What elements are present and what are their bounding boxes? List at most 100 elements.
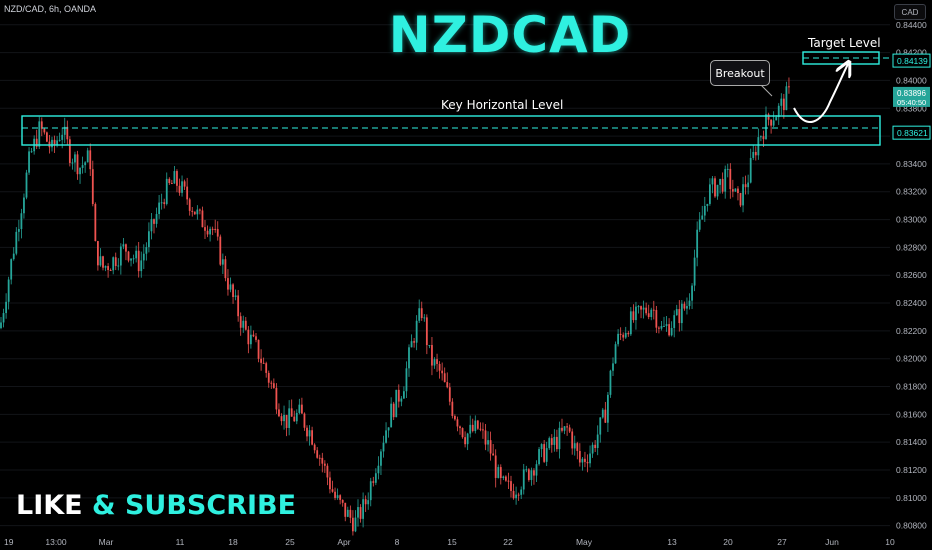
candle-body xyxy=(502,476,505,479)
x-tick-label: Jun xyxy=(825,537,839,547)
y-tick-label: 0.83400 xyxy=(896,159,927,169)
candle-body xyxy=(216,229,219,237)
candle-body xyxy=(413,341,415,343)
candle-body xyxy=(359,507,362,519)
candle-body xyxy=(785,86,788,111)
candle-body xyxy=(655,310,658,328)
candle-body xyxy=(372,481,375,483)
candle-body xyxy=(441,370,444,374)
breakout-callout: Breakout xyxy=(710,60,770,86)
candle-body xyxy=(747,182,750,188)
candle-body xyxy=(68,139,71,163)
key-level-price-tag xyxy=(892,125,931,140)
candle-body xyxy=(629,311,632,335)
candle-body xyxy=(471,424,474,432)
candle-body xyxy=(627,332,630,335)
candle-body xyxy=(721,178,724,192)
candle-body xyxy=(431,345,433,366)
candle-body xyxy=(0,322,2,329)
candle-body xyxy=(428,345,431,347)
candle-body xyxy=(461,428,464,438)
candle-body xyxy=(242,320,245,328)
candle-body xyxy=(410,341,413,348)
y-tick-label: 0.84000 xyxy=(896,75,927,85)
candle-body xyxy=(377,465,380,474)
like-subscribe-banner: LIKE & SUBSCRIBE xyxy=(16,490,296,521)
candle-body xyxy=(484,430,487,445)
y-tick-label: 0.82800 xyxy=(896,242,927,252)
candle-body xyxy=(323,463,326,466)
candle-body xyxy=(494,455,497,478)
candle-body xyxy=(777,105,780,118)
candle-body xyxy=(214,228,217,230)
candle-body xyxy=(688,300,691,307)
candle-body xyxy=(114,257,117,266)
x-tick-label: 27 xyxy=(777,537,787,547)
candle-body xyxy=(525,469,528,471)
candle-body xyxy=(341,499,344,503)
x-tick-label: 13 xyxy=(667,537,677,547)
price-axis: 0.844000.842000.840000.838000.836000.834… xyxy=(896,20,927,531)
candle-body xyxy=(515,494,517,499)
candle-body xyxy=(163,202,166,204)
candle-body xyxy=(204,227,206,231)
x-tick-label: 13:00 xyxy=(45,537,67,547)
candle-body xyxy=(390,403,393,428)
candle-body xyxy=(696,229,699,258)
candle-body xyxy=(196,209,199,215)
x-tick-label: 22 xyxy=(503,537,513,547)
current-price-tag xyxy=(893,86,930,107)
candle-body xyxy=(23,197,25,214)
candle-body xyxy=(601,409,604,418)
candle-body xyxy=(663,325,665,327)
candle-body xyxy=(252,334,255,337)
candle-body xyxy=(770,119,772,126)
candle-body xyxy=(99,256,102,266)
x-tick-label: 19 xyxy=(4,537,14,547)
y-tick-label: 0.83200 xyxy=(896,187,927,197)
candle-body xyxy=(757,137,760,156)
candle-body xyxy=(530,470,533,480)
candle-body xyxy=(522,469,525,490)
candle-body xyxy=(109,270,112,272)
candle-body xyxy=(150,219,153,232)
key-level-price-text: 0.83621 xyxy=(897,128,928,138)
candle-body xyxy=(561,427,563,431)
candle-body xyxy=(306,427,308,437)
candle-body xyxy=(112,257,115,271)
candle-body xyxy=(165,178,168,204)
candle-body xyxy=(329,477,331,490)
candle-body xyxy=(474,420,477,432)
candle-body xyxy=(622,334,625,338)
candle-body xyxy=(40,121,43,129)
candle-body xyxy=(563,426,566,431)
promo-ampersand: & xyxy=(92,490,116,521)
candle-body xyxy=(686,306,688,309)
candle-body xyxy=(219,236,222,265)
x-tick-label: 8 xyxy=(395,537,400,547)
currency-button[interactable]: CAD xyxy=(894,4,926,20)
candle-body xyxy=(604,409,607,423)
candle-body xyxy=(117,265,120,267)
candle-body xyxy=(446,382,449,388)
candle-body xyxy=(209,228,211,235)
candle-body xyxy=(382,442,385,452)
candle-body xyxy=(303,413,306,428)
candle-body xyxy=(454,415,456,420)
candle-body xyxy=(438,363,441,371)
candle-body xyxy=(17,229,20,232)
candle-body xyxy=(153,219,155,224)
candle-body xyxy=(548,438,551,449)
candle-body xyxy=(30,151,33,153)
candle-body xyxy=(550,438,553,445)
candle-body xyxy=(170,183,173,185)
candle-body xyxy=(247,329,250,345)
candle-body xyxy=(670,327,673,336)
candle-body xyxy=(614,344,617,364)
candle-body xyxy=(691,285,693,301)
y-tick-label: 0.81800 xyxy=(896,382,927,392)
candle-body xyxy=(744,184,747,188)
candle-body xyxy=(678,309,681,324)
candle-body xyxy=(15,231,18,254)
